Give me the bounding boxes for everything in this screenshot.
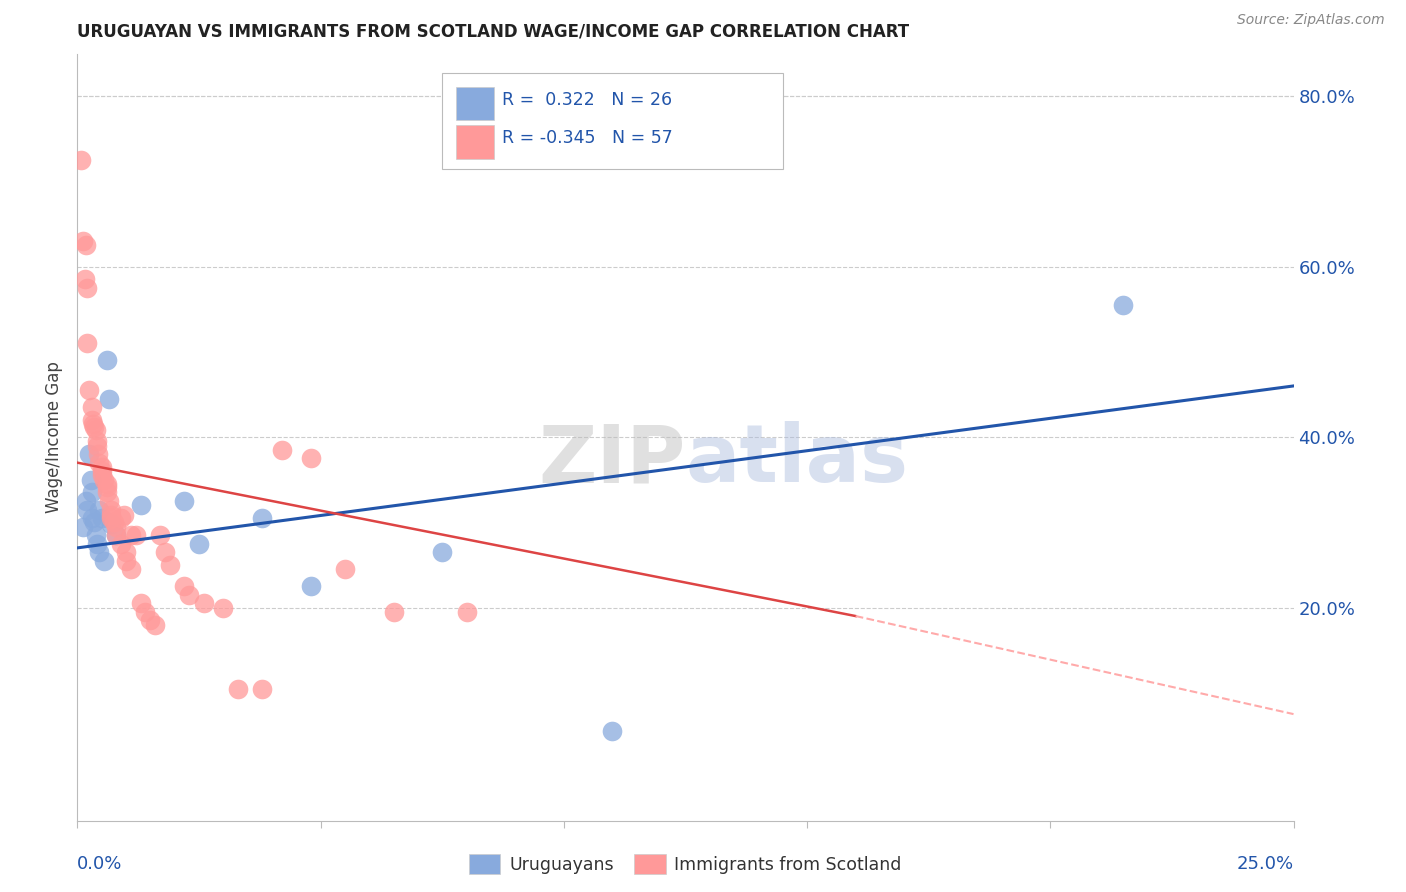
Point [120, 562, 142, 576]
Point [90, 459, 112, 474]
Point [179, 588, 201, 602]
Point [89, 502, 111, 516]
Point [188, 536, 211, 550]
Point [84, 528, 107, 542]
Point [93, 554, 115, 568]
Point [75, 494, 97, 508]
FancyBboxPatch shape [456, 125, 495, 159]
Point [86, 434, 108, 449]
Point [430, 545, 453, 559]
Point [110, 536, 132, 550]
Point [80, 413, 103, 427]
Text: atlas: atlas [686, 421, 908, 500]
Point [76, 336, 98, 351]
Point [212, 600, 235, 615]
Point [129, 498, 152, 512]
Point [149, 528, 172, 542]
Point [1112, 298, 1135, 312]
Point [120, 528, 142, 542]
Text: 0.0%: 0.0% [77, 855, 122, 872]
Point [80, 401, 103, 415]
Point [89, 456, 111, 470]
Point [299, 451, 322, 466]
Point [143, 617, 166, 632]
Point [93, 473, 115, 487]
Point [96, 485, 118, 500]
Point [72, 519, 94, 533]
Text: ZIP: ZIP [538, 421, 686, 500]
Point [333, 562, 356, 576]
Point [84, 423, 107, 437]
Text: R = -0.345   N = 57: R = -0.345 N = 57 [502, 129, 672, 147]
Point [105, 519, 128, 533]
Point [115, 554, 138, 568]
Point [173, 494, 195, 508]
Point [173, 579, 195, 593]
Point [96, 479, 118, 493]
Point [193, 596, 215, 610]
Point [250, 681, 273, 696]
Point [103, 516, 125, 530]
Point [87, 447, 110, 461]
Text: URUGUAYAN VS IMMIGRANTS FROM SCOTLAND WAGE/INCOME GAP CORRELATION CHART: URUGUAYAN VS IMMIGRANTS FROM SCOTLAND WA… [77, 23, 910, 41]
Point [100, 508, 122, 523]
Point [110, 511, 132, 525]
Text: R =  0.322   N = 26: R = 0.322 N = 26 [502, 91, 672, 109]
Point [86, 439, 108, 453]
Point [105, 528, 128, 542]
Text: 25.0%: 25.0% [1236, 855, 1294, 872]
Point [80, 511, 103, 525]
Point [100, 511, 122, 525]
Point [602, 724, 624, 739]
Point [139, 613, 162, 627]
Legend: Uruguayans, Immigrants from Scotland: Uruguayans, Immigrants from Scotland [463, 847, 908, 881]
Point [70, 153, 93, 167]
Point [96, 477, 118, 491]
Point [129, 596, 152, 610]
Point [79, 383, 101, 397]
Point [125, 528, 148, 542]
Point [226, 681, 249, 696]
Point [456, 605, 478, 619]
Point [159, 558, 181, 572]
Point [105, 528, 128, 542]
Point [97, 494, 120, 508]
Point [80, 485, 103, 500]
FancyBboxPatch shape [441, 73, 783, 169]
Point [96, 353, 118, 368]
Point [299, 579, 322, 593]
Y-axis label: Wage/Income Gap: Wage/Income Gap [45, 361, 63, 513]
Point [73, 272, 96, 286]
Point [83, 516, 105, 530]
Point [79, 447, 101, 461]
Point [134, 605, 156, 619]
Point [76, 281, 98, 295]
Point [90, 464, 112, 478]
FancyBboxPatch shape [456, 87, 495, 120]
Point [82, 417, 104, 432]
Point [89, 545, 111, 559]
Point [97, 392, 120, 406]
Point [112, 508, 135, 523]
Point [90, 468, 112, 483]
Point [100, 516, 122, 531]
Point [76, 502, 98, 516]
Point [250, 511, 273, 525]
Point [75, 238, 97, 252]
Point [270, 442, 292, 457]
Point [90, 511, 112, 525]
Point [80, 473, 103, 487]
Point [100, 502, 122, 516]
Point [153, 545, 176, 559]
Point [86, 536, 108, 550]
Point [72, 234, 94, 248]
Point [83, 420, 105, 434]
Point [115, 545, 138, 559]
Text: Source: ZipAtlas.com: Source: ZipAtlas.com [1237, 13, 1385, 28]
Point [382, 605, 405, 619]
